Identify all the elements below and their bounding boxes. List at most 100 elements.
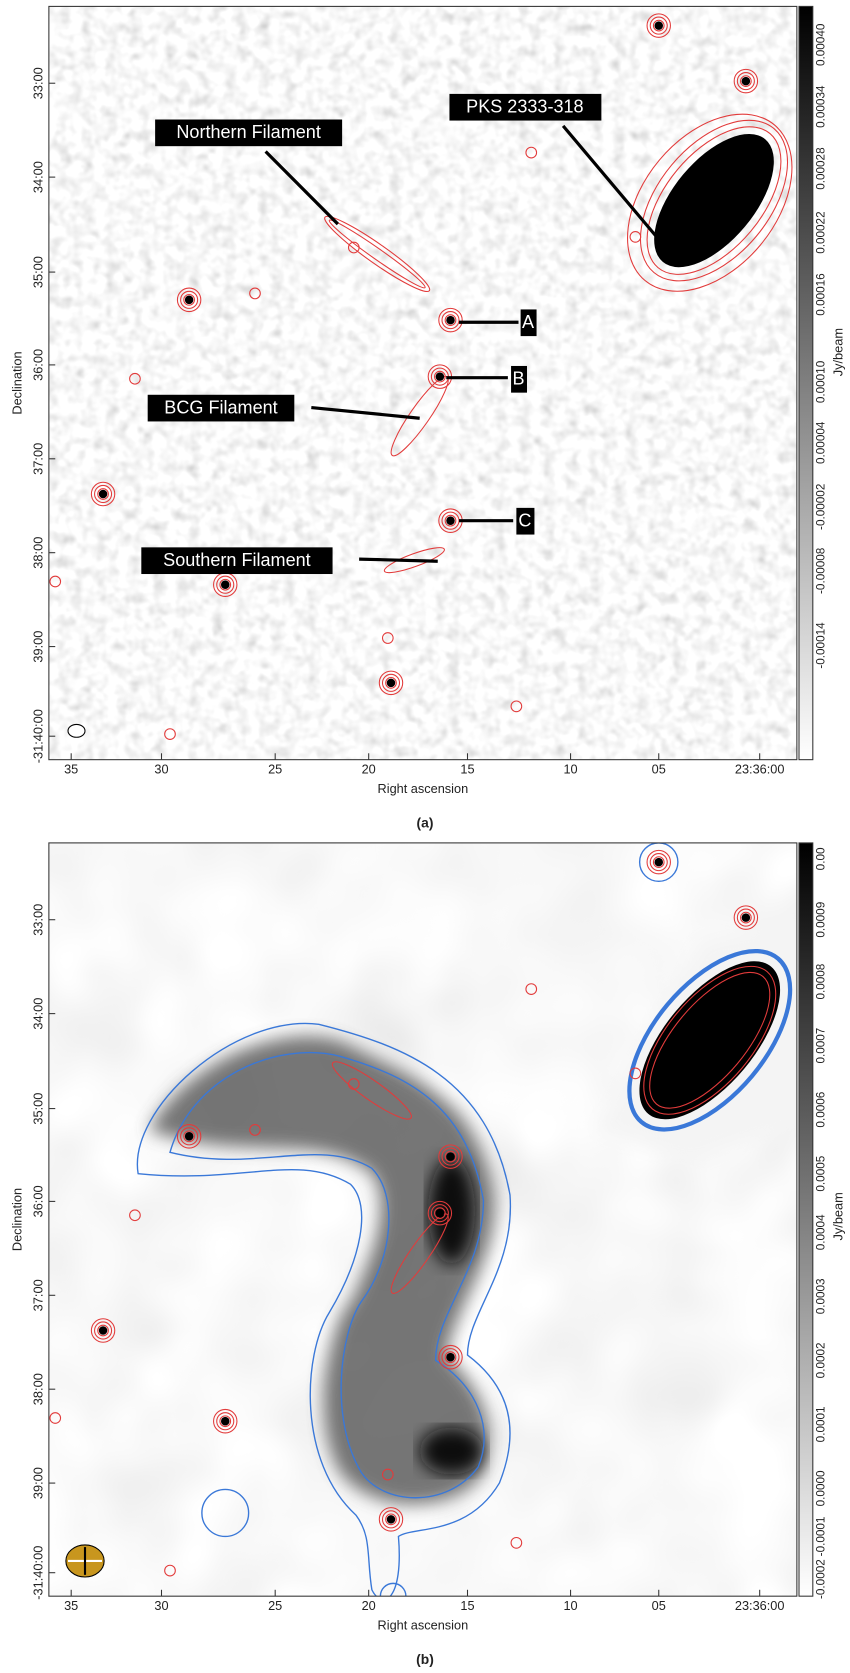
source [184, 1132, 194, 1141]
contour [381, 632, 394, 644]
y-tick-label: 34:00 [31, 161, 46, 193]
source [184, 295, 194, 305]
contour [646, 849, 671, 875]
contour [347, 241, 360, 254]
x-tick-label: 30 [154, 762, 168, 777]
source [98, 489, 108, 499]
x-tick-label: 25 [268, 1598, 282, 1613]
x-tick-label: 23:36:00 [735, 762, 785, 777]
x-tick-label: 20 [362, 1598, 376, 1613]
x-tick-label: 35 [64, 762, 78, 777]
contour [183, 293, 195, 306]
colorbar-tick-label: -0.00014 [814, 622, 827, 669]
annotation: B [512, 369, 524, 389]
x-tick-label: 15 [460, 762, 474, 777]
contour [49, 1412, 62, 1424]
contour [381, 1510, 401, 1529]
colorbar-tick-label: 0.00016 [814, 273, 827, 315]
x-tick-label: 10 [563, 762, 577, 777]
contour [629, 1067, 642, 1080]
x-tick-label: 10 [563, 1598, 577, 1613]
contour [736, 72, 755, 91]
source [435, 372, 445, 381]
source [446, 1152, 455, 1161]
contour [441, 311, 460, 330]
x-axis-label: Right ascension [378, 781, 469, 796]
x-tick-label: 25 [268, 762, 282, 777]
source [654, 857, 663, 867]
source [741, 76, 751, 86]
contour [430, 1204, 449, 1223]
contour [438, 307, 463, 333]
y-tick-label: 35:00 [31, 256, 46, 288]
colorbar [798, 842, 814, 1597]
frame [48, 5, 798, 761]
contour [49, 575, 62, 588]
annotation: BCG Filament [164, 397, 277, 417]
contour [249, 1124, 261, 1136]
annotation: C [518, 511, 531, 531]
y-tick-label: 37:00 [31, 443, 46, 475]
colorbar-tick-label: 0.0006 [814, 1092, 827, 1128]
contour [213, 1408, 238, 1434]
x-tick-label: 05 [652, 762, 666, 777]
colorbar-label: Jy/beam [831, 328, 846, 376]
source [221, 580, 230, 589]
colorbar-tick-label: 0.00022 [814, 211, 827, 253]
beam [67, 723, 86, 738]
contour [652, 19, 665, 32]
contour [438, 1144, 463, 1169]
y-tick-label: 38:00 [31, 1373, 46, 1405]
contour [441, 1147, 460, 1166]
contour [646, 13, 671, 38]
x-tick-label: 15 [460, 1598, 474, 1613]
y-tick-label: 39:00 [31, 631, 46, 663]
contour [733, 68, 759, 94]
colorbar-tick-label: 0.0001 [814, 1406, 827, 1442]
contour [378, 670, 404, 696]
contour [510, 700, 523, 713]
colorbar-tick-label: 0.0002 [814, 1342, 827, 1378]
colorbar-tick-label: 0.00010 [814, 360, 827, 403]
source [654, 21, 663, 30]
colorbar-tick-label: 0.0005 [814, 1155, 827, 1191]
y-tick-label: 36:00 [31, 349, 46, 381]
contour [90, 481, 116, 507]
image-b [48, 842, 797, 1597]
y-tick-label: 37:00 [31, 1279, 46, 1311]
annotation: Southern Filament [163, 550, 311, 570]
colorbar-tick-label: 0.0000 [814, 1470, 827, 1506]
contour [216, 1412, 235, 1431]
contour [176, 287, 202, 313]
colorbar-tick-label: -0.0001 [814, 1517, 827, 1557]
source [741, 913, 751, 922]
contour [94, 1321, 113, 1340]
colorbar-tick-label: 0.00 [814, 847, 827, 870]
source [446, 315, 455, 325]
colorbar-tick-label: 0.00004 [814, 421, 827, 464]
contour [434, 370, 446, 383]
contour [90, 1318, 116, 1343]
contour [733, 905, 759, 930]
contour [129, 372, 141, 385]
contour [219, 578, 232, 591]
colorbar-tick-label: 0.0008 [814, 964, 827, 1000]
y-tick-label: 38:00 [31, 537, 46, 569]
x-axis-label: Right ascension [378, 1617, 469, 1632]
colorbar-tick-label: -0.00002 [814, 484, 827, 530]
x-tick-label: 23:36:00 [735, 1598, 785, 1613]
y-tick-label: -31:40:00 [31, 709, 46, 763]
contour [94, 484, 113, 504]
x-tick-label: 05 [652, 1598, 666, 1613]
contour [510, 1536, 523, 1549]
colorbar-tick-label: 0.0003 [814, 1278, 827, 1314]
contour [219, 1415, 232, 1428]
annotation: A [522, 312, 535, 332]
contour [180, 1127, 199, 1146]
contour [740, 75, 752, 87]
contour [129, 1209, 141, 1222]
image-a [48, 6, 797, 760]
y-tick-label: 35:00 [31, 1093, 46, 1125]
